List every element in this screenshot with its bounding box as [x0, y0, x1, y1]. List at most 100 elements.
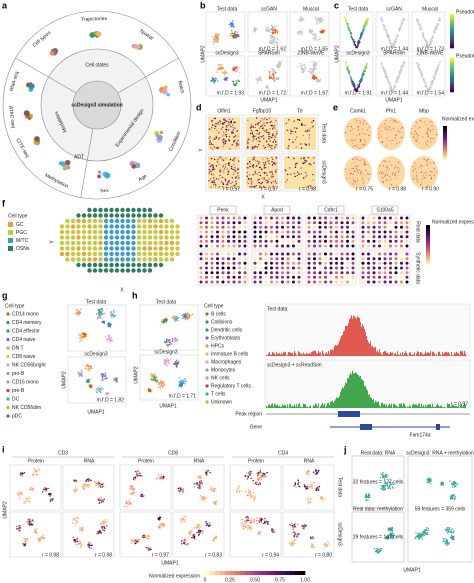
- signal: [419, 403, 420, 408]
- dot: [205, 266, 208, 270]
- colorbar: [443, 131, 447, 134]
- signal: [400, 404, 401, 408]
- dot: [300, 157, 302, 160]
- dot: [23, 502, 25, 504]
- dot: [205, 336, 209, 340]
- dot: [272, 175, 274, 178]
- dot: [378, 271, 381, 275]
- dot: [275, 144, 277, 146]
- dot: [216, 261, 219, 265]
- score: r = 0.97: [261, 186, 278, 192]
- dot: [391, 164, 393, 166]
- dot: [298, 173, 300, 175]
- signal: [331, 350, 332, 356]
- dot: [255, 145, 257, 148]
- signal: [390, 351, 391, 356]
- dot: [183, 379, 185, 381]
- dot: [270, 261, 273, 265]
- dot: [290, 173, 292, 175]
- dot: [261, 124, 263, 127]
- signal: [462, 350, 463, 356]
- signal: [332, 349, 333, 356]
- dot: [396, 36, 398, 38]
- dot: [419, 120, 421, 122]
- dot: [219, 174, 221, 177]
- dot: [205, 360, 209, 364]
- dot: [87, 213, 92, 218]
- dot: [396, 38, 398, 40]
- dot: [396, 167, 398, 169]
- dot: [367, 173, 369, 175]
- signal: [375, 347, 376, 356]
- dot: [275, 261, 279, 265]
- dot: [235, 37, 237, 39]
- dot: [313, 74, 315, 76]
- dot: [222, 165, 224, 167]
- dot: [393, 121, 395, 123]
- dot: [98, 246, 103, 251]
- dot: [268, 138, 270, 140]
- dot: [433, 162, 435, 164]
- label: UMAP1: [260, 97, 277, 103]
- dot: [19, 473, 22, 475]
- dot: [109, 218, 114, 224]
- dot: [372, 257, 376, 261]
- dot: [313, 60, 315, 62]
- dot: [247, 177, 250, 180]
- dot: [220, 157, 222, 160]
- dot: [142, 268, 147, 273]
- dot: [294, 166, 297, 169]
- signal: [412, 354, 413, 356]
- signal: [389, 353, 390, 356]
- label: DC: [12, 396, 20, 402]
- dot: [425, 139, 427, 141]
- dot: [76, 218, 81, 224]
- dot: [362, 31, 364, 33]
- dot: [213, 82, 216, 84]
- dot: [400, 271, 403, 275]
- dot: [92, 251, 98, 257]
- dot: [359, 41, 361, 43]
- dot: [231, 132, 233, 135]
- dot: [318, 235, 322, 239]
- dot: [131, 235, 136, 240]
- dot: [381, 16, 383, 19]
- panel-title: ZINB-WaVE: [416, 50, 444, 56]
- dot: [83, 334, 85, 337]
- dot: [243, 266, 247, 270]
- signal: [340, 338, 341, 356]
- dot: [109, 224, 114, 229]
- signal: [432, 351, 433, 356]
- dot: [335, 221, 338, 225]
- dot: [261, 136, 263, 138]
- dot: [258, 161, 260, 163]
- dot: [313, 76, 316, 78]
- dot: [199, 239, 203, 243]
- dot: [290, 130, 293, 133]
- dot: [319, 21, 321, 23]
- dot: [255, 29, 257, 31]
- dot: [32, 475, 35, 477]
- dot: [153, 376, 155, 378]
- dot: [299, 19, 301, 21]
- outer-label: Trajectories: [81, 16, 108, 23]
- dot: [372, 266, 376, 270]
- dot: [426, 162, 428, 164]
- dot: [346, 177, 348, 180]
- dot: [168, 361, 170, 363]
- dot: [158, 229, 164, 235]
- dot: [353, 41, 355, 43]
- dot: [215, 165, 218, 167]
- signal: [421, 352, 422, 356]
- dot: [235, 142, 238, 144]
- dot: [277, 78, 280, 80]
- dot: [171, 317, 174, 319]
- dot: [309, 127, 311, 129]
- dot: [227, 124, 230, 127]
- dot: [215, 178, 218, 180]
- label: UMAP2: [334, 45, 340, 62]
- dot: [6, 320, 10, 325]
- dot: [131, 268, 136, 273]
- dot: [307, 275, 311, 279]
- dot: [361, 216, 365, 220]
